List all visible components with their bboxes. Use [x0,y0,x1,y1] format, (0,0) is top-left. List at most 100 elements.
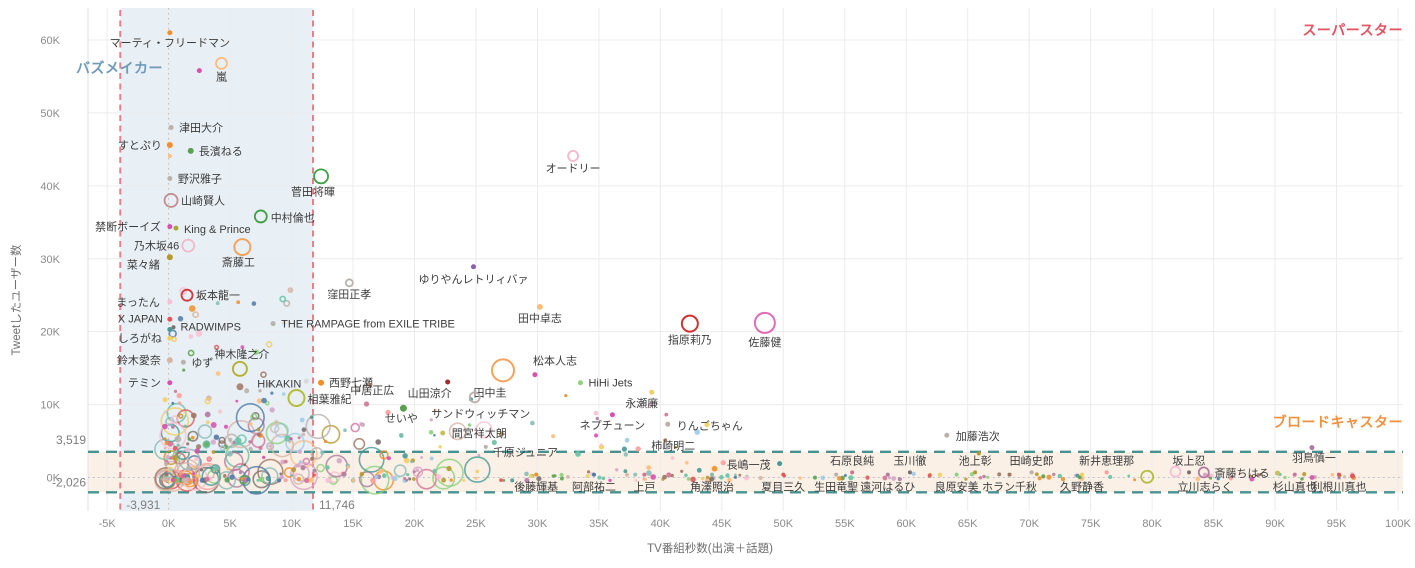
background-point[interactable] [328,471,341,484]
background-point[interactable] [266,442,275,451]
background-point[interactable] [258,476,265,483]
data-point[interactable] [166,142,173,148]
background-point[interactable] [283,459,288,464]
background-point[interactable] [231,463,250,482]
background-point[interactable] [242,477,249,483]
background-point[interactable] [194,456,199,462]
background-point[interactable] [587,470,591,474]
background-point[interactable] [238,470,243,474]
background-point[interactable] [684,473,688,478]
background-point[interactable] [441,477,446,483]
background-point[interactable] [385,409,391,416]
background-point[interactable] [294,472,299,477]
background-point[interactable] [195,474,200,478]
background-point[interactable] [264,400,270,406]
background-point[interactable] [262,455,266,460]
background-point[interactable] [634,479,638,482]
data-point[interactable] [1029,470,1034,475]
background-point[interactable] [169,468,173,472]
background-point[interactable] [393,464,407,478]
background-point[interactable] [164,461,169,466]
background-point[interactable] [224,424,228,429]
background-point[interactable] [623,469,628,474]
background-point[interactable] [227,420,256,449]
background-point[interactable] [291,467,297,473]
background-point[interactable] [416,468,437,490]
data-point[interactable] [753,311,776,334]
background-point[interactable] [163,437,167,441]
data-point[interactable] [781,472,786,477]
background-point[interactable] [1046,474,1052,480]
background-point[interactable] [285,432,305,453]
background-point[interactable] [356,388,361,393]
background-point[interactable] [462,478,466,482]
data-point[interactable] [483,444,488,449]
background-point[interactable] [363,401,370,407]
background-point[interactable] [192,465,197,470]
background-point[interactable] [475,421,493,439]
background-point[interactable] [415,468,420,473]
data-point[interactable] [885,472,890,477]
data-point[interactable] [180,288,194,302]
background-point[interactable] [199,477,205,483]
background-point[interactable] [997,472,1002,477]
background-point[interactable] [240,477,244,481]
background-point[interactable] [176,446,190,461]
background-point[interactable] [1133,478,1137,482]
background-point[interactable] [1302,472,1307,477]
data-point[interactable] [1197,466,1210,479]
data-point[interactable] [1336,472,1341,477]
background-point[interactable] [213,465,219,471]
data-point[interactable] [167,30,173,36]
data-point[interactable] [468,391,481,404]
background-point[interactable] [1127,474,1131,478]
background-point[interactable] [235,399,239,403]
background-point[interactable] [848,475,854,481]
background-point[interactable] [1034,472,1039,477]
background-point[interactable] [969,472,975,477]
background-point[interactable] [350,422,361,433]
background-point[interactable] [420,456,423,459]
background-point[interactable] [375,439,382,445]
data-point[interactable] [1275,470,1281,476]
background-point[interactable] [218,440,226,448]
background-point[interactable] [524,477,530,483]
background-point[interactable] [163,477,169,483]
background-point[interactable] [172,445,178,451]
data-point[interactable] [1169,465,1182,478]
background-point[interactable] [662,474,667,480]
data-point[interactable] [954,472,959,477]
background-point[interactable] [358,446,385,473]
background-point[interactable] [184,447,190,453]
data-point[interactable] [253,209,268,224]
background-point[interactable] [1041,474,1046,479]
data-point[interactable] [166,254,173,261]
background-point[interactable] [186,465,192,471]
background-point[interactable] [323,439,328,444]
background-point[interactable] [243,463,247,467]
data-point[interactable] [180,359,186,365]
background-point[interactable] [435,474,442,480]
data-point[interactable] [270,321,276,327]
background-point[interactable] [670,456,675,460]
background-point[interactable] [188,334,194,339]
data-point[interactable] [313,168,329,185]
data-point[interactable] [167,316,173,322]
data-point[interactable] [1140,469,1155,484]
background-point[interactable] [170,478,175,482]
background-point[interactable] [711,465,718,472]
background-point[interactable] [1228,476,1233,481]
data-point[interactable] [1292,472,1297,477]
background-point[interactable] [309,415,314,420]
background-point[interactable] [359,471,364,477]
background-point[interactable] [382,473,387,479]
background-point[interactable] [244,388,250,394]
background-point[interactable] [624,437,630,443]
background-point[interactable] [217,409,223,414]
data-point[interactable] [167,326,173,332]
background-point[interactable] [686,477,691,481]
background-point[interactable] [837,476,842,481]
background-point[interactable] [227,450,233,457]
background-point[interactable] [304,477,310,483]
background-point[interactable] [666,472,672,478]
